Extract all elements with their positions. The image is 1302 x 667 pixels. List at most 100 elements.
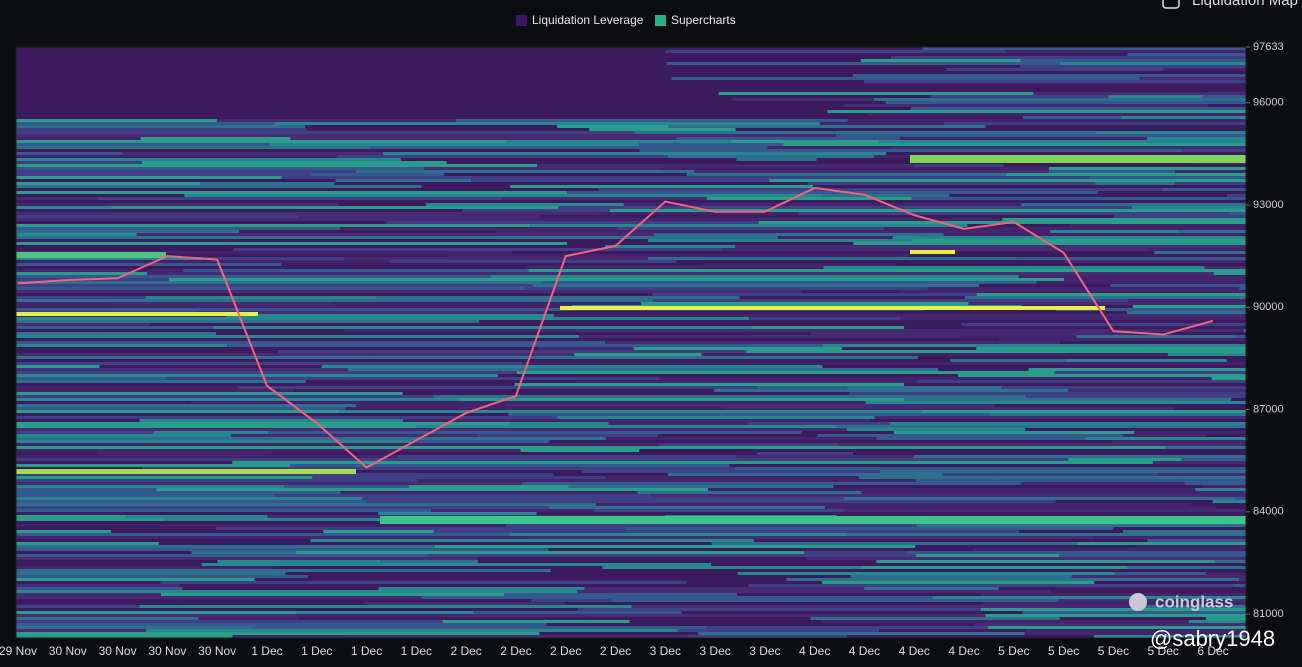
heat-cell [1174,407,1246,410]
heat-cell [445,113,869,116]
heat-cell [1098,191,1246,194]
heat-cell [1059,554,1246,557]
heat-cell [98,335,580,338]
heat-cell [281,263,704,266]
x-tick-label: 6 Dec [1197,644,1228,658]
heat-cell [348,368,939,371]
heat-cell [1068,458,1182,461]
heat-cell [1204,266,1246,269]
heat-cell [198,617,299,620]
heat-cell [248,260,390,263]
heat-cell [490,275,1019,278]
heat-cell [285,572,738,575]
heat-cell [611,599,1059,602]
heat-cell [16,443,392,446]
x-tick-label: 2 Dec [450,644,481,658]
x-tick-label: 4 Dec [849,644,880,658]
toggle-label[interactable]: Liquidation Map [1192,0,1298,9]
heat-cell [383,428,847,431]
heat-cell [1094,536,1246,539]
heat-cell [16,521,297,524]
heat-cell [558,206,1132,209]
heat-cell [16,446,610,449]
heat-cell [16,161,142,164]
heat-cell [345,407,726,410]
heat-cell [168,278,583,281]
x-tick-label: 3 Dec [699,644,730,658]
heat-cell [1110,284,1246,287]
heat-cell [16,563,202,566]
heat-cell [16,623,300,626]
heat-cell [389,260,677,263]
heat-cell [501,443,660,446]
heat-cell [754,539,1148,542]
heat-cell [16,551,192,554]
watermark: coinglass [1155,592,1233,611]
heat-cell [1071,575,1246,578]
heat-cell [520,449,640,452]
heat-cell [548,548,974,551]
heat-cell [16,491,341,494]
heat-cell [305,125,557,128]
heat-cell [735,467,1246,470]
heat-cell [509,533,847,536]
heat-cell [734,245,1246,248]
heat-cell [16,554,429,557]
heat-cell [99,365,322,368]
heat-cell [166,377,660,380]
heat-cell [576,380,917,383]
heat-cell [339,410,923,413]
heat-cell [386,221,759,224]
heat-cell [886,152,1246,155]
heat-cell [16,341,606,344]
legend-label: Supercharts [671,13,736,27]
heat-cell [722,248,1148,251]
heat-cell [296,611,474,614]
heat-cell [346,383,515,386]
heat-cell [16,155,337,158]
heat-cell [433,395,1027,398]
x-tick-label: 1 Dec [301,644,332,658]
heat-cell [213,326,752,329]
heat-cell [16,566,274,569]
heat-cell [200,182,335,185]
heat-cell [16,158,401,161]
heat-cell [1179,83,1246,86]
heat-cell [605,437,877,440]
heat-cell [16,488,157,491]
heat-cell [810,617,1060,620]
checkbox[interactable] [1162,0,1180,9]
heat-cell [380,560,479,563]
heat-cell [16,575,308,578]
heat-cell [606,476,859,479]
heat-cell [239,230,497,233]
heat-cell [434,545,916,548]
heat-cell [1195,488,1246,491]
heat-cell [1211,89,1246,92]
heat-cell [1135,545,1246,548]
heat-cell [232,635,346,638]
heat-cell [156,488,709,491]
heat-cell [370,272,782,275]
heat-cell [183,269,529,272]
heat-cell [273,566,603,569]
heat-cell [835,134,1246,137]
heat-cell [1084,437,1246,440]
heat-cell [833,485,1203,488]
heat-cell [16,596,422,599]
heat-cell [158,542,712,545]
heat-cell [737,572,1116,575]
heat-cell [16,377,167,380]
heat-cell [96,452,272,455]
heat-cell [904,398,1232,401]
heat-cell [668,125,986,128]
heat-cell [16,284,533,287]
heat-cell [922,47,1246,50]
heat-cell [16,347,538,350]
heat-cell [737,593,981,596]
heat-cell [16,620,443,623]
heat-cell [16,515,126,518]
heat-cell [398,359,951,362]
heat-cell [650,494,1246,497]
heat-cell [557,416,875,419]
